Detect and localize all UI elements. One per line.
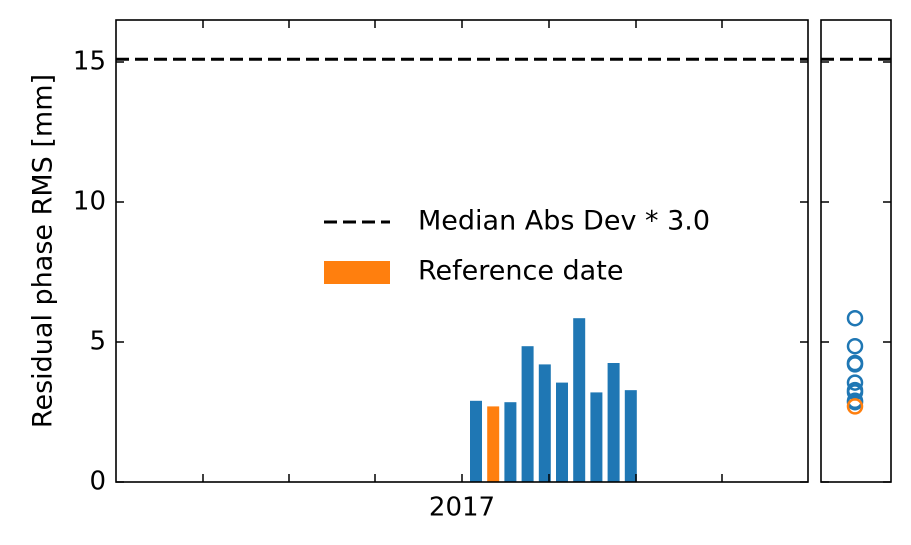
x-tick-label: 2017	[429, 493, 495, 523]
legend-reference-label: Reference date	[418, 256, 623, 287]
legend: Median Abs Dev * 3.0 Reference date	[324, 206, 710, 287]
y-axis-label: Residual phase RMS [mm]	[28, 74, 59, 428]
bar	[573, 318, 586, 482]
scatter-point	[846, 374, 864, 391]
bar	[470, 400, 482, 482]
y-axis-ticks: 0 5 10 15	[73, 47, 891, 497]
bar	[504, 402, 517, 482]
bar	[538, 364, 551, 482]
reference-point	[846, 398, 864, 415]
scatter-point	[846, 354, 864, 372]
scatter-point	[846, 337, 864, 355]
bar	[624, 390, 637, 482]
legend-threshold-label: Median Abs Dev * 3.0	[418, 206, 710, 237]
y-tick-label: 10	[73, 187, 106, 217]
legend-reference-swatch	[324, 261, 390, 284]
main-plot-frame	[115, 19, 809, 483]
bar	[556, 382, 568, 482]
scatter-point	[846, 381, 864, 399]
y-tick-label: 5	[89, 327, 106, 357]
bar	[521, 346, 534, 482]
main-plot	[115, 19, 809, 483]
scatter-point	[846, 309, 864, 327]
x-axis-ticks: 2017	[202, 20, 723, 523]
side-plot-frame	[820, 19, 892, 483]
reference-bar	[487, 406, 500, 482]
side-plot	[820, 19, 892, 483]
bar	[590, 392, 603, 482]
bar	[607, 363, 620, 482]
y-tick-label: 15	[73, 47, 106, 77]
y-tick-label: 0	[89, 467, 106, 497]
